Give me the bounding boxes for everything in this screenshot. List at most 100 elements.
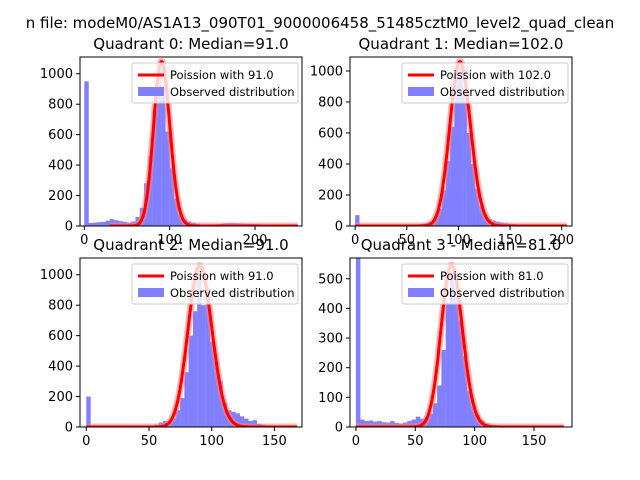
- legend: Poission with 91.0 Observed distribution: [131, 62, 299, 104]
- y-tick-label: 200: [318, 361, 343, 376]
- subplot-quadrant-1: 0 50 100 150 200 0 200 400 600 800 1000 Quadrant 1:…: [310, 35, 574, 248]
- poisson-fit-line: [109, 60, 299, 226]
- legend-patch-swatch: [408, 288, 434, 297]
- legend-label-fit: Poission with 91.0: [170, 68, 274, 82]
- histogram-bar: [432, 403, 438, 427]
- histogram-bar: [437, 208, 443, 226]
- histogram-bar: [197, 274, 202, 427]
- histogram-bar: [169, 168, 175, 226]
- x-tick-label: 100: [462, 434, 487, 449]
- x-tick-label: 100: [446, 233, 471, 248]
- y-tick-label: 1000: [310, 64, 343, 79]
- plot-area: [84, 58, 301, 226]
- histogram-bar: [184, 372, 189, 427]
- legend-box: [131, 263, 299, 305]
- y-tick-label: 200: [318, 188, 343, 203]
- histogram-bar: [428, 413, 434, 427]
- histogram-bar: [454, 296, 459, 427]
- y-tick-label: 200: [48, 189, 73, 204]
- x-tick-label: 150: [262, 434, 287, 449]
- histogram-bar: [441, 349, 446, 427]
- histogram-bar: [235, 413, 240, 427]
- legend-box: [401, 62, 569, 104]
- legend-label-fit: Poission with 91.0: [170, 269, 274, 283]
- histogram-bar: [201, 305, 206, 427]
- legend-label-observed: Observed distribution: [170, 286, 295, 300]
- histogram-bar: [458, 320, 463, 427]
- legend-label-fit: Poission with 81.0: [440, 269, 544, 283]
- histogram-bar: [454, 77, 459, 226]
- y-tick-label: 200: [48, 390, 73, 405]
- subplot-title: Quadrant 0: Median=91.0: [93, 35, 288, 53]
- histogram-bar: [474, 188, 480, 226]
- x-tick-label: 100: [157, 233, 182, 248]
- histogram-bar: [450, 126, 455, 226]
- y-tick-label: 400: [48, 360, 73, 375]
- legend-box: [401, 263, 569, 305]
- y-tick-label: 0: [65, 421, 73, 436]
- y-tick-label: 600: [318, 126, 343, 141]
- y-tick-label: 0: [335, 220, 343, 235]
- legend: Poission with 102.0 Observed distribution: [401, 62, 569, 104]
- histogram-bar: [84, 81, 89, 226]
- x-tick-label: 100: [199, 434, 224, 449]
- histogram-bar: [462, 355, 468, 427]
- plot-area: [352, 58, 570, 226]
- y-tick-label: 400: [318, 157, 343, 172]
- histogram-bar: [214, 361, 219, 427]
- x-tick-label: 150: [498, 233, 523, 248]
- histogram-bar: [462, 89, 467, 226]
- figure-suptitle: n file: modeM0/AS1A13_090T01_9000006458_…: [26, 14, 615, 33]
- histogram-bar: [466, 132, 472, 226]
- x-tick-label: 200: [243, 233, 268, 248]
- histogram-bar: [411, 419, 416, 427]
- poisson-fit-line: [354, 60, 568, 226]
- legend: Poission with 91.0 Observed distribution: [131, 263, 299, 305]
- subplot-title: Quadrant 3 - Median=81.0: [361, 236, 562, 254]
- histogram-bar: [92, 222, 98, 226]
- x-tick-label: 0: [352, 434, 360, 449]
- histogram-bar: [355, 215, 360, 226]
- x-tick-label: 50: [399, 233, 416, 248]
- x-tick-label: 150: [522, 434, 547, 449]
- axes-frame: [79, 56, 303, 227]
- y-tick-label: 500: [318, 272, 343, 287]
- y-tick-label: 600: [48, 128, 73, 143]
- axes-frame: [79, 257, 303, 428]
- histogram-bar: [188, 335, 194, 427]
- x-tick-label: 50: [141, 434, 158, 449]
- histogram-bar: [479, 205, 484, 226]
- axes-frame: [349, 257, 573, 428]
- axes-frame: [349, 56, 573, 227]
- y-tick-label: 1000: [40, 268, 73, 283]
- histogram-bar: [205, 296, 211, 427]
- histogram-bar: [161, 85, 166, 226]
- y-tick-label: 400: [318, 302, 343, 317]
- y-tick-label: 800: [318, 95, 343, 110]
- histogram-bar: [467, 391, 472, 427]
- x-tick-label: 200: [549, 233, 574, 248]
- y-tick-label: 400: [48, 159, 73, 174]
- histogram-bar: [156, 73, 162, 226]
- histogram-bar: [105, 220, 111, 226]
- x-tick-label: 0: [80, 233, 88, 248]
- histogram-bar: [165, 131, 170, 226]
- x-tick-label: 0: [351, 233, 359, 248]
- legend-patch-swatch: [138, 87, 164, 96]
- histogram-bar: [415, 416, 421, 427]
- legend-label-fit: Poission with 102.0: [440, 68, 551, 82]
- y-tick-label: 100: [318, 391, 343, 406]
- histogram-bar: [86, 396, 91, 427]
- histogram-bar: [471, 406, 476, 427]
- histogram-bar: [470, 163, 476, 226]
- legend-patch-swatch: [408, 87, 434, 96]
- histogram-bar: [192, 311, 198, 427]
- histogram-bar: [360, 419, 365, 427]
- y-tick-label: 800: [48, 299, 73, 314]
- histogram-bar: [180, 398, 185, 427]
- histogram-bar: [445, 302, 451, 427]
- histogram-bar: [239, 416, 245, 427]
- histogram-bar: [449, 272, 455, 427]
